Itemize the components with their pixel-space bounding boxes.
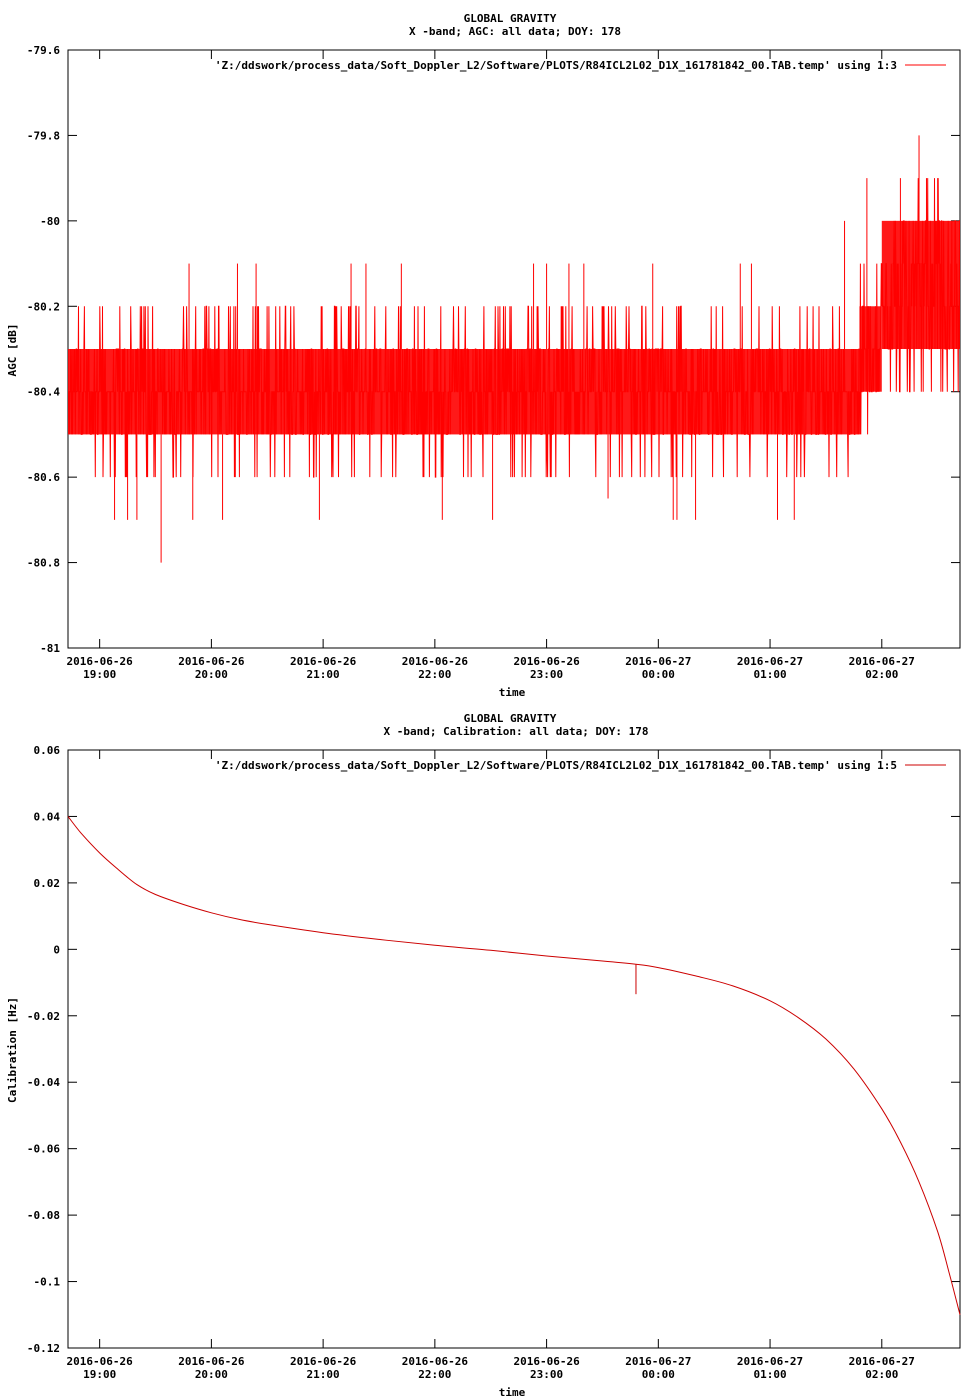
- y-tick-label: -0.1: [34, 1276, 61, 1289]
- legend-label: 'Z:/ddswork/process_data/Soft_Doppler_L2…: [215, 59, 897, 72]
- x-axis-label: time: [499, 686, 526, 699]
- x-tick-time-label: 20:00: [195, 1368, 228, 1381]
- x-tick-date-label: 2016-06-26: [178, 655, 245, 668]
- plot-frame: [67, 749, 961, 1349]
- y-axis-label: Calibration [Hz]: [6, 997, 19, 1103]
- x-tick-date-label: 2016-06-26: [67, 655, 134, 668]
- x-tick-time-label: 22:00: [418, 668, 451, 681]
- y-tick-label: -80: [40, 215, 60, 228]
- chart-title: GLOBAL GRAVITY: [464, 712, 557, 725]
- x-tick-date-label: 2016-06-26: [67, 1355, 134, 1368]
- x-tick-time-label: 22:00: [418, 1368, 451, 1381]
- x-tick-date-label: 2016-06-27: [625, 1355, 691, 1368]
- x-tick-date-label: 2016-06-26: [290, 655, 357, 668]
- x-tick-date-label: 2016-06-27: [737, 655, 803, 668]
- x-tick-time-label: 19:00: [83, 668, 116, 681]
- x-tick-time-label: 01:00: [753, 668, 786, 681]
- x-tick-time-label: 23:00: [530, 668, 563, 681]
- x-tick-time-label: 20:00: [195, 668, 228, 681]
- x-tick-time-label: 19:00: [83, 1368, 116, 1381]
- x-tick-date-label: 2016-06-26: [402, 1355, 469, 1368]
- y-tick-label: 0: [53, 943, 60, 956]
- x-tick-time-label: 02:00: [865, 1368, 898, 1381]
- y-tick-label: -0.12: [27, 1342, 60, 1355]
- agc-chart-panel: GLOBAL GRAVITY X -band; AGC: all data; D…: [6, 12, 961, 699]
- x-tick-date-label: 2016-06-26: [402, 655, 469, 668]
- chart-subtitle: X -band; Calibration: all data; DOY: 178: [384, 725, 649, 738]
- x-tick-date-label: 2016-06-27: [625, 655, 691, 668]
- x-tick-date-label: 2016-06-27: [849, 1355, 915, 1368]
- calibration-line: [67, 816, 961, 1315]
- y-tick-label: -0.06: [27, 1143, 60, 1156]
- y-axis-label: AGC [dB]: [6, 324, 19, 377]
- x-tick-date-label: 2016-06-26: [513, 655, 580, 668]
- calibration-chart: GLOBAL GRAVITY X -band; Calibration: all…: [6, 712, 961, 1399]
- agc-series: [68, 135, 960, 563]
- x-tick-date-label: 2016-06-26: [513, 1355, 580, 1368]
- x-tick-date-label: 2016-06-27: [849, 655, 915, 668]
- x-tick-time-label: 00:00: [642, 668, 675, 681]
- y-tick-label: -80.2: [27, 300, 60, 313]
- y-tick-label: 0.02: [34, 877, 61, 890]
- x-tick-time-label: 00:00: [642, 1368, 675, 1381]
- x-tick-date-label: 2016-06-27: [737, 1355, 803, 1368]
- chart-subtitle: X -band; AGC: all data; DOY: 178: [409, 25, 621, 38]
- x-tick-date-label: 2016-06-26: [290, 1355, 357, 1368]
- chart-title: GLOBAL GRAVITY: [464, 12, 557, 25]
- y-tick-label: -81: [40, 642, 60, 655]
- calibration-chart-panel: GLOBAL GRAVITY X -band; Calibration: all…: [0, 700, 980, 1400]
- y-tick-label: 0.04: [34, 810, 61, 823]
- y-tick-label: -80.8: [27, 557, 60, 570]
- y-tick-label: -0.02: [27, 1010, 60, 1023]
- x-tick-time-label: 01:00: [753, 1368, 786, 1381]
- agc-band: [881, 220, 960, 349]
- agc-chart: GLOBAL GRAVITY X -band; AGC: all data; D…: [6, 12, 961, 699]
- legend-label: 'Z:/ddswork/process_data/Soft_Doppler_L2…: [215, 759, 897, 772]
- y-tick-label: -0.08: [27, 1209, 60, 1222]
- x-tick-date-label: 2016-06-26: [178, 1355, 245, 1368]
- y-tick-label: -0.04: [27, 1076, 60, 1089]
- y-tick-label: -80.6: [27, 471, 60, 484]
- y-tick-label: -79.6: [27, 44, 60, 57]
- x-tick-time-label: 23:00: [530, 1368, 563, 1381]
- y-tick-label: 0.06: [34, 744, 61, 757]
- x-tick-time-label: 21:00: [307, 668, 340, 681]
- agc-band: [68, 349, 860, 435]
- y-tick-label: -80.4: [27, 386, 60, 399]
- agc-band: [859, 306, 882, 392]
- x-axis-label: time: [499, 1386, 526, 1399]
- x-tick-time-label: 21:00: [307, 1368, 340, 1381]
- y-tick-label: -79.8: [27, 129, 60, 142]
- x-tick-time-label: 02:00: [865, 668, 898, 681]
